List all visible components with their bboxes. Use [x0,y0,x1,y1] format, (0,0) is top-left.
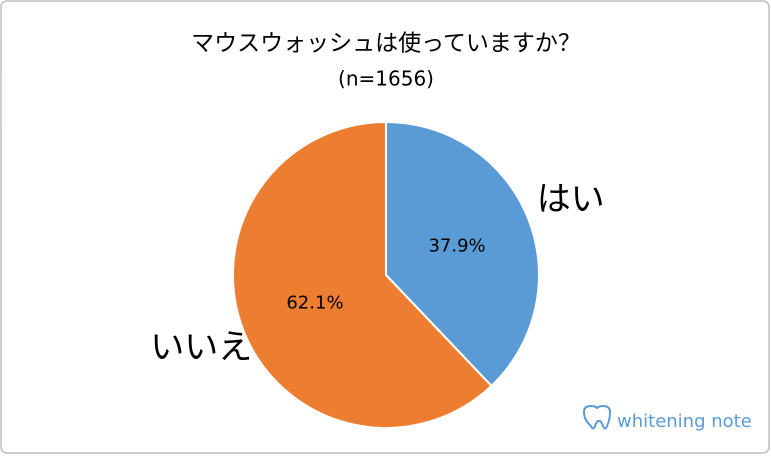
pie-slice [232,120,493,429]
chart-title: マウスウォッシュは使っていますか？ [191,31,581,57]
pie-slice [385,120,540,388]
value-label: 37.9% [428,236,485,257]
value-label: 62.1% [286,292,343,313]
category-label: はい [537,180,605,220]
chart-subtitle: (n=1656) [338,67,434,91]
logo-icon [582,404,612,430]
logo-text: whitening note [617,411,752,432]
category-label: いいえ [150,327,252,367]
logo: whitening note [582,404,752,432]
